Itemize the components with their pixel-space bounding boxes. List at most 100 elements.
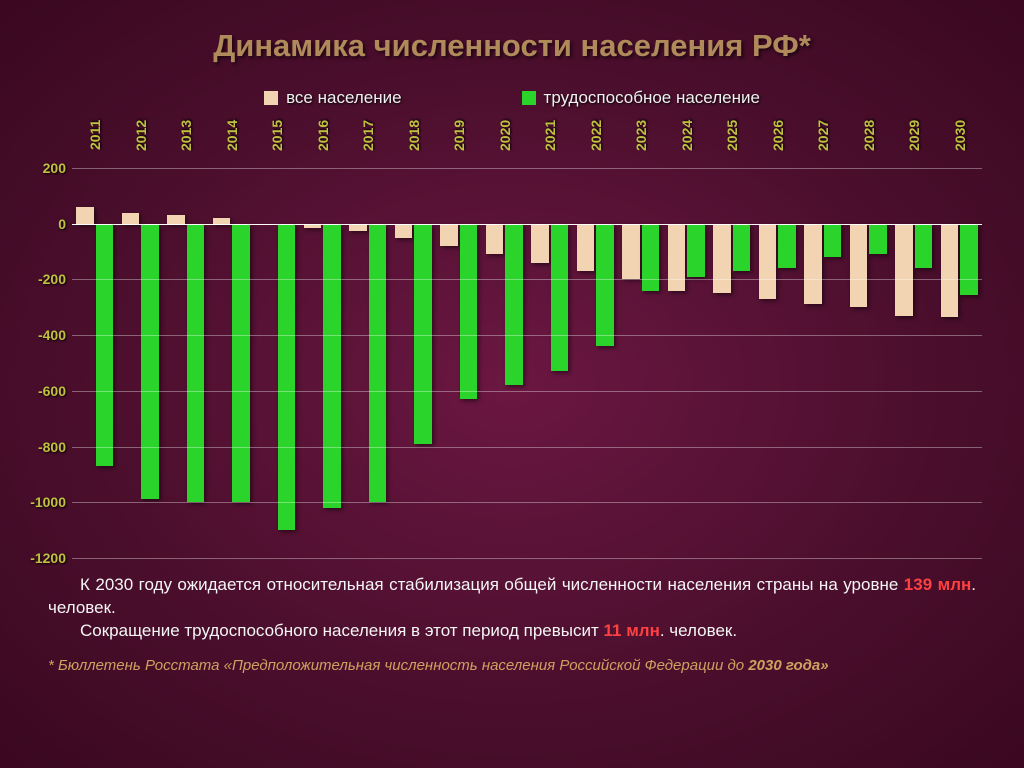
bar-group bbox=[345, 168, 391, 558]
bar-group bbox=[163, 168, 209, 558]
note-highlight: 139 млн bbox=[904, 575, 971, 594]
chart-area: 2011201220132014201520162017201820192020… bbox=[72, 118, 982, 558]
bar-group bbox=[891, 168, 937, 558]
legend: все население трудоспособное население bbox=[0, 88, 1024, 108]
bar-group bbox=[709, 168, 755, 558]
bar bbox=[850, 224, 868, 308]
year-label: 2013 bbox=[163, 118, 209, 164]
gridline bbox=[72, 168, 982, 169]
y-axis-label: 0 bbox=[24, 216, 66, 232]
year-label: 2022 bbox=[573, 118, 619, 164]
year-label: 2030 bbox=[937, 118, 983, 164]
year-label: 2021 bbox=[527, 118, 573, 164]
bar-group bbox=[436, 168, 482, 558]
bar bbox=[440, 224, 458, 246]
bar-group bbox=[937, 168, 983, 558]
plot-area: 2000-200-400-600-800-1000-1200 bbox=[72, 168, 982, 558]
y-axis-label: -800 bbox=[24, 439, 66, 455]
year-label: 2028 bbox=[846, 118, 892, 164]
x-axis-labels: 2011201220132014201520162017201820192020… bbox=[72, 118, 982, 164]
gridline bbox=[72, 335, 982, 336]
y-axis-label: 200 bbox=[24, 160, 66, 176]
bar-group bbox=[664, 168, 710, 558]
year-label: 2026 bbox=[755, 118, 801, 164]
bar-group bbox=[573, 168, 619, 558]
bar-group bbox=[846, 168, 892, 558]
bar bbox=[733, 224, 751, 271]
bars-container bbox=[72, 168, 982, 558]
footnote-text: * Бюллетень Росстата «Предположительная … bbox=[48, 657, 748, 674]
footnote: * Бюллетень Росстата «Предположительная … bbox=[48, 657, 976, 674]
bar bbox=[96, 224, 114, 466]
year-label: 2012 bbox=[118, 118, 164, 164]
gridline bbox=[72, 279, 982, 280]
bar-group bbox=[527, 168, 573, 558]
year-label: 2017 bbox=[345, 118, 391, 164]
gridline bbox=[72, 391, 982, 392]
bar bbox=[278, 224, 296, 530]
bar bbox=[960, 224, 978, 295]
bar-group bbox=[300, 168, 346, 558]
bar bbox=[323, 224, 341, 508]
year-label: 2025 bbox=[709, 118, 755, 164]
y-axis-label: -200 bbox=[24, 271, 66, 287]
bar bbox=[232, 224, 250, 503]
note-text: Сокращение трудоспособного населения в э… bbox=[80, 621, 604, 640]
bar bbox=[915, 224, 933, 269]
year-label: 2016 bbox=[300, 118, 346, 164]
year-label: 2014 bbox=[209, 118, 255, 164]
bar bbox=[687, 224, 705, 277]
note-text: К 2030 году ожидается относительная стаб… bbox=[80, 575, 904, 594]
note-text: . человек. bbox=[660, 621, 737, 640]
year-label: 2029 bbox=[891, 118, 937, 164]
year-label: 2019 bbox=[436, 118, 482, 164]
year-label: 2020 bbox=[482, 118, 528, 164]
bar bbox=[622, 224, 640, 280]
bar-group bbox=[800, 168, 846, 558]
bar bbox=[668, 224, 686, 291]
chart-title: Динамика численности населения РФ* bbox=[0, 0, 1024, 64]
y-axis-label: -400 bbox=[24, 327, 66, 343]
legend-swatch-work bbox=[522, 91, 536, 105]
bar bbox=[551, 224, 569, 372]
note-highlight: 11 млн bbox=[604, 621, 660, 640]
bar-group bbox=[118, 168, 164, 558]
bar-group bbox=[618, 168, 664, 558]
year-label: 2024 bbox=[664, 118, 710, 164]
bar-group bbox=[254, 168, 300, 558]
bar-group bbox=[209, 168, 255, 558]
gridline bbox=[72, 447, 982, 448]
bar bbox=[778, 224, 796, 269]
bar bbox=[76, 207, 94, 224]
gridline bbox=[72, 502, 982, 503]
year-label: 2015 bbox=[254, 118, 300, 164]
bar bbox=[804, 224, 822, 305]
bar bbox=[577, 224, 595, 271]
bar bbox=[395, 224, 413, 238]
bar bbox=[141, 224, 159, 500]
year-label: 2018 bbox=[391, 118, 437, 164]
year-label: 2011 bbox=[72, 118, 118, 164]
bar bbox=[505, 224, 523, 386]
bar bbox=[187, 224, 205, 503]
bar bbox=[895, 224, 913, 316]
legend-item-all: все население bbox=[264, 88, 401, 108]
bar bbox=[460, 224, 478, 400]
zero-gridline bbox=[72, 224, 982, 226]
legend-label-all: все население bbox=[286, 88, 401, 108]
bar bbox=[486, 224, 504, 255]
bar bbox=[869, 224, 887, 255]
bar bbox=[531, 224, 549, 263]
bar bbox=[941, 224, 959, 317]
note-line-1: К 2030 году ожидается относительная стаб… bbox=[48, 574, 976, 620]
bar bbox=[713, 224, 731, 294]
bar bbox=[824, 224, 842, 257]
gridline bbox=[72, 558, 982, 559]
legend-item-work: трудоспособное население bbox=[522, 88, 760, 108]
legend-swatch-all bbox=[264, 91, 278, 105]
notes-block: К 2030 году ожидается относительная стаб… bbox=[48, 574, 976, 643]
bar bbox=[414, 224, 432, 444]
y-axis-label: -600 bbox=[24, 383, 66, 399]
legend-label-work: трудоспособное население bbox=[544, 88, 760, 108]
y-axis-label: -1000 bbox=[24, 494, 66, 510]
